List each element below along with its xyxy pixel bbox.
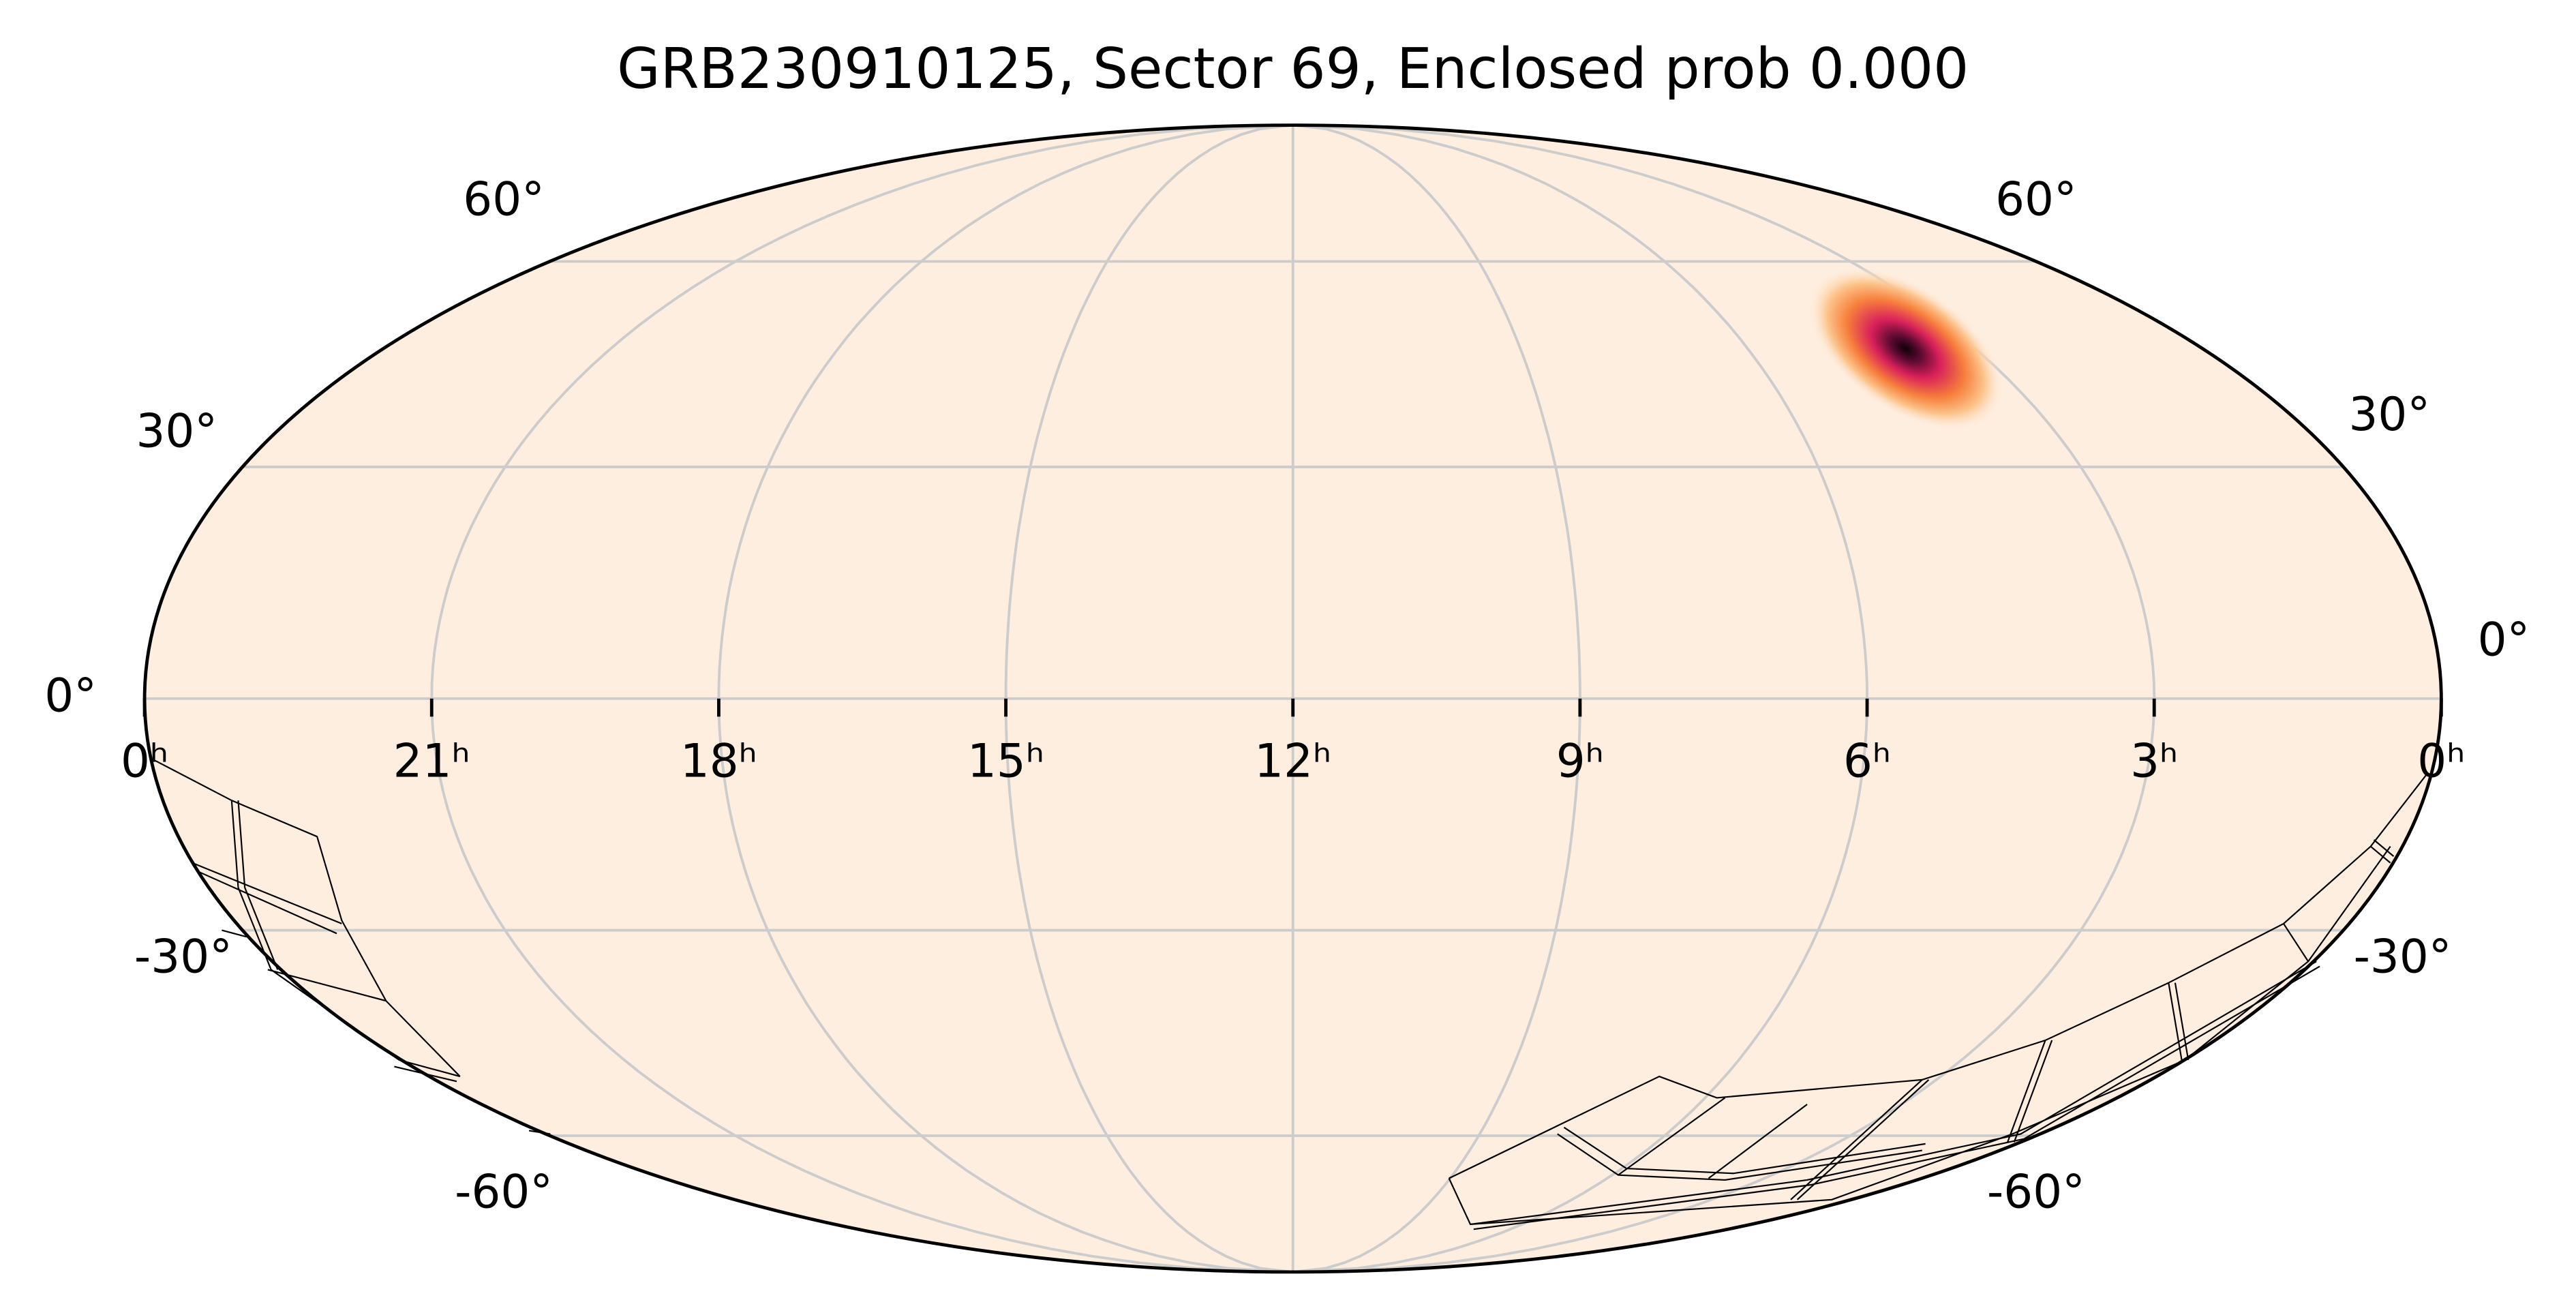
y-tick-label: 30° [2348,387,2430,441]
x-tick-label: 3ʰ [2130,734,2178,788]
y-tick-label: -60° [455,1164,553,1218]
y-tick-label: 0° [44,668,97,722]
x-tick-label: 12ʰ [1254,734,1331,788]
probability-region [1807,267,2004,431]
x-tick-label: 15ʰ [967,734,1044,788]
y-tick-label: -60° [1987,1164,2085,1218]
y-tick-label: -30° [134,929,232,983]
y-tick-label: 60° [463,172,545,226]
y-tick-label: -30° [2354,929,2452,983]
y-tick-label: 30° [136,404,217,457]
footprint [152,758,461,1077]
y-tick-label: 0° [2478,612,2530,666]
x-tick-label: 18ʰ [680,734,757,788]
y-tick-label: 60° [1995,172,2077,226]
x-tick-label: 9ʰ [1556,734,1604,788]
chart-title: GRB230910125, Sector 69, Enclosed prob 0… [617,37,1969,102]
footprint [1470,839,2395,1230]
x-tick-label: 6ʰ [1843,734,1891,788]
footprint [1557,1079,1930,1200]
x-tick-label: 0ʰ [121,734,168,788]
x-tick-label: 21ʰ [393,734,470,788]
x-tick-label: 0ʰ [2417,734,2465,788]
